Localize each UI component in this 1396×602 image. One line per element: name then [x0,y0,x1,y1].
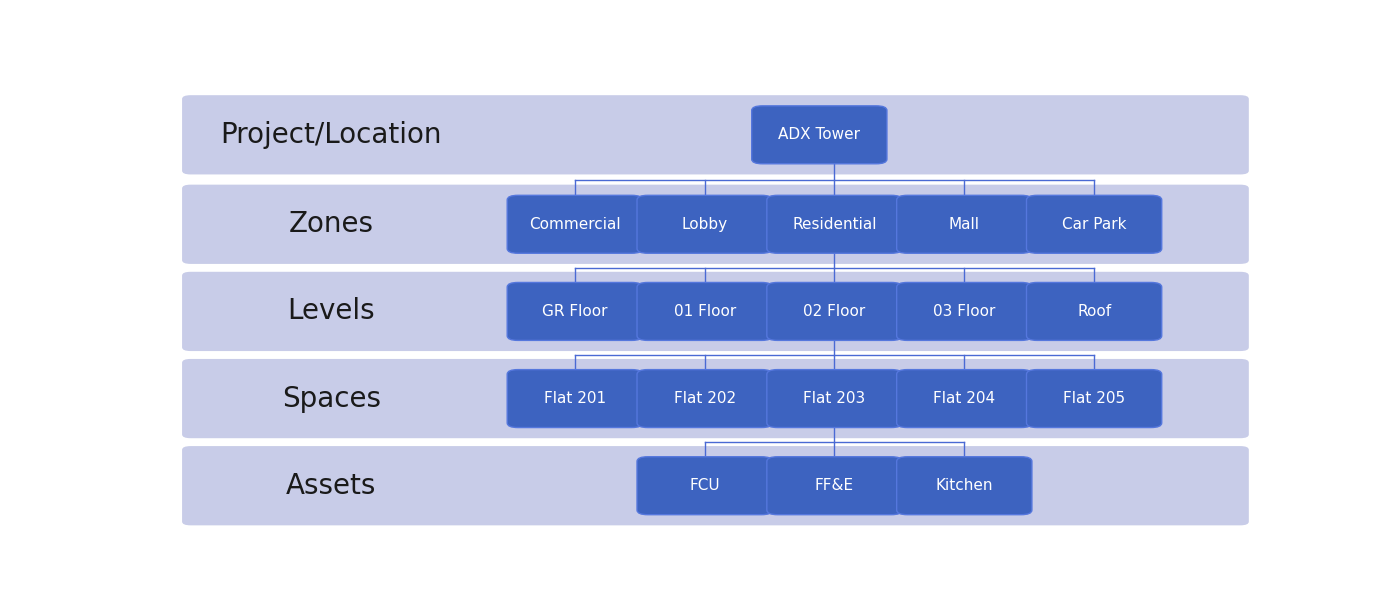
Text: Levels: Levels [288,297,376,326]
Text: Flat 204: Flat 204 [933,391,995,406]
FancyBboxPatch shape [637,457,772,515]
Text: Spaces: Spaces [282,385,381,412]
Text: Lobby: Lobby [681,217,727,232]
FancyBboxPatch shape [181,446,1249,526]
FancyBboxPatch shape [181,95,1249,175]
FancyBboxPatch shape [896,457,1032,515]
Text: Commercial: Commercial [529,217,621,232]
Text: GR Floor: GR Floor [542,304,607,319]
FancyBboxPatch shape [181,185,1249,264]
Text: Zones: Zones [289,210,374,238]
FancyBboxPatch shape [766,282,902,340]
Text: Flat 205: Flat 205 [1062,391,1125,406]
FancyBboxPatch shape [637,282,772,340]
FancyBboxPatch shape [1026,370,1161,427]
FancyBboxPatch shape [766,370,902,427]
Text: Project/Location: Project/Location [221,121,443,149]
Text: Kitchen: Kitchen [935,478,993,493]
Text: Flat 202: Flat 202 [673,391,736,406]
Text: ADX Tower: ADX Tower [779,127,860,142]
Text: Flat 201: Flat 201 [543,391,606,406]
Text: 03 Floor: 03 Floor [933,304,995,319]
Text: 02 Floor: 02 Floor [803,304,866,319]
FancyBboxPatch shape [766,195,902,253]
FancyBboxPatch shape [637,195,772,253]
FancyBboxPatch shape [896,370,1032,427]
FancyBboxPatch shape [766,457,902,515]
FancyBboxPatch shape [751,106,886,164]
FancyBboxPatch shape [507,195,642,253]
FancyBboxPatch shape [507,370,642,427]
Text: FCU: FCU [690,478,720,493]
Text: 01 Floor: 01 Floor [673,304,736,319]
Text: Flat 203: Flat 203 [803,391,866,406]
FancyBboxPatch shape [1026,282,1161,340]
Text: Residential: Residential [792,217,877,232]
FancyBboxPatch shape [637,370,772,427]
FancyBboxPatch shape [896,195,1032,253]
Text: FF&E: FF&E [815,478,854,493]
FancyBboxPatch shape [1026,195,1161,253]
Text: Roof: Roof [1078,304,1111,319]
Text: Car Park: Car Park [1062,217,1127,232]
FancyBboxPatch shape [896,282,1032,340]
FancyBboxPatch shape [507,282,642,340]
Text: Assets: Assets [286,472,377,500]
FancyBboxPatch shape [181,272,1249,351]
Text: Mall: Mall [949,217,980,232]
FancyBboxPatch shape [181,359,1249,438]
